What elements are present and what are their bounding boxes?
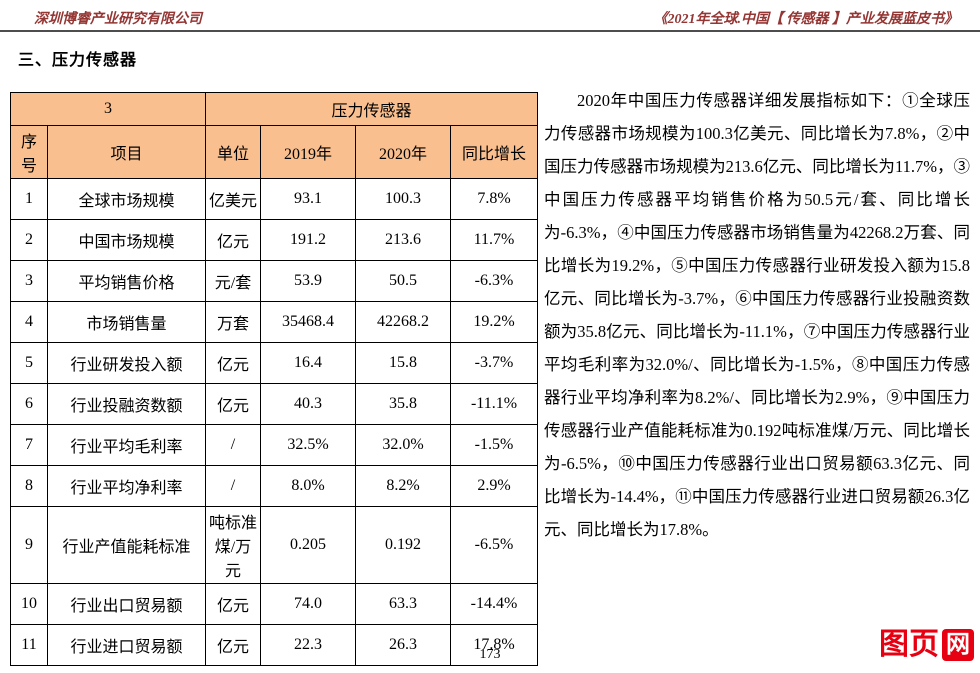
table-cell: 行业出口贸易额 xyxy=(47,583,206,625)
page-header: 深圳博睿产业研究有限公司 《2021年全球.中国【 传感器 】产业发展蓝皮书》 xyxy=(34,8,958,28)
table-cell: 亿元 xyxy=(205,624,261,666)
table-row: 5 行业研发投入额 亿元 16.4 15.8 -3.7% xyxy=(10,342,539,384)
column-header-unit: 单位 xyxy=(205,125,261,179)
table-cell: -1.5% xyxy=(449,424,539,466)
table-cell: 8.2% xyxy=(355,465,451,507)
table-row: 7 行业平均毛利率/32.5% 32.0% -1.5% xyxy=(10,424,539,466)
table-cell: 5 xyxy=(10,342,48,384)
table-cell: 16.4 xyxy=(260,342,356,384)
table-cell: 0.205 xyxy=(260,506,356,584)
watermark-box: 网 xyxy=(942,629,974,661)
section-title: 三、压力传感器 xyxy=(18,52,138,69)
table-cell: 191.2 xyxy=(260,219,356,261)
table-cell: 4 xyxy=(10,301,48,343)
table-cell: 7 xyxy=(10,424,48,466)
table-cell: 0.192 xyxy=(355,506,451,584)
table-row: 1 全球市场规模 亿美元 93.1 100.3 7.8% xyxy=(10,178,539,220)
table-cell: 26.3 xyxy=(355,624,451,666)
table-cell: 35.8 xyxy=(355,383,451,425)
table-cell: 亿元 xyxy=(205,342,261,384)
table-cell: 11 xyxy=(10,624,48,666)
table-cell: 6 xyxy=(10,383,48,425)
table-column-header-row: 序号 项目 单位 2019年 2020年 同比增长 xyxy=(10,125,539,179)
table-group-row: 3 压力传感器 xyxy=(10,92,539,126)
table-cell: 213.6 xyxy=(355,219,451,261)
table-cell: 亿美元 xyxy=(205,178,261,220)
book-title: 《2021年全球.中国【 传感器 】产业发展蓝皮书》 xyxy=(653,12,959,27)
page-number: 173 xyxy=(479,647,501,662)
table-cell: 2 xyxy=(10,219,48,261)
table-cell: 市场销售量 xyxy=(47,301,206,343)
table-cell: 2.9% xyxy=(449,465,539,507)
table-cell: 9 xyxy=(10,506,48,584)
watermark-text: 图页 xyxy=(879,628,939,661)
table-cell: 11.7% xyxy=(449,219,539,261)
table-cell: 行业平均毛利率 xyxy=(47,424,206,466)
table-cell: -3.7% xyxy=(449,342,539,384)
table-cell: / xyxy=(205,465,261,507)
table-cell: 亿元 xyxy=(205,583,261,625)
table-row: 8 行业平均净利率/8.0% 8.2% 2.9% xyxy=(10,465,539,507)
table-cell: 7.8% xyxy=(449,178,539,220)
table-cell: -14.4% xyxy=(449,583,539,625)
table-cell: 74.0 xyxy=(260,583,356,625)
table-cell: 32.0% xyxy=(355,424,451,466)
table-cell: 中国市场规模 xyxy=(47,219,206,261)
body-paragraph: 2020年中国压力传感器详细发展指标如下：①全球压力传感器市场规模为100.3亿… xyxy=(544,91,970,539)
table-cell: -6.3% xyxy=(449,260,539,302)
table-row: 11 行业进口贸易额 亿元 22.3 26.3 17.8% xyxy=(10,624,539,666)
table-row: 4 市场销售量 万套 35468.4 42268.2 19.2% xyxy=(10,301,539,343)
table-cell: 行业平均净利率 xyxy=(47,465,206,507)
table-cell: / xyxy=(205,424,261,466)
table-cell: 10 xyxy=(10,583,48,625)
table-cell: 100.3 xyxy=(355,178,451,220)
table-cell: 行业投融资数额 xyxy=(47,383,206,425)
table-cell: 8.0% xyxy=(260,465,356,507)
table-row: 10 行业出口贸易额 亿元 74.0 63.3 -14.4% xyxy=(10,583,539,625)
table-cell: 行业研发投入额 xyxy=(47,342,206,384)
table-cell: 万套 xyxy=(205,301,261,343)
column-header-2020: 2020年 xyxy=(355,125,451,179)
table-cell: 全球市场规模 xyxy=(47,178,206,220)
table-body: 1 全球市场规模 亿美元 93.1 100.3 7.8% 2 中国市场规模 亿元 191.2 213… xyxy=(10,178,539,666)
table-cell: 19.2% xyxy=(449,301,539,343)
header-divider xyxy=(0,30,980,32)
table-cell: 行业产值能耗标准 xyxy=(47,506,206,584)
table-cell: 32.5% xyxy=(260,424,356,466)
table-group-label: 3 xyxy=(10,92,206,126)
table-cell: 53.9 xyxy=(260,260,356,302)
table-cell: 17.8% xyxy=(449,624,539,666)
table-cell: 元/套 xyxy=(205,260,261,302)
column-header-yoy: 同比增长 xyxy=(449,125,539,179)
table-cell: 42268.2 xyxy=(355,301,451,343)
company-name: 深圳博睿产业研究有限公司 xyxy=(34,12,202,27)
table-cell: 吨标准煤/万元 xyxy=(205,506,261,584)
table-cell: -6.5% xyxy=(449,506,539,584)
table-group-title: 压力传感器 xyxy=(204,92,539,126)
column-header-item: 项目 xyxy=(47,125,206,179)
table-row: 3 平均销售价格 元/套 53.9 50.5 -6.3% xyxy=(10,260,539,302)
table-cell: 3 xyxy=(10,260,48,302)
table-row: 2 中国市场规模 亿元 191.2 213.6 11.7% xyxy=(10,219,539,261)
column-header-2019: 2019年 xyxy=(260,125,356,179)
watermark-logo: 图页 网 xyxy=(879,629,974,661)
table-cell: 22.3 xyxy=(260,624,356,666)
table-cell: 35468.4 xyxy=(260,301,356,343)
table-row: 9 行业产值能耗标准 吨标准煤/万元 0.205 0.192 -6.5% xyxy=(10,506,539,584)
table-cell: 亿元 xyxy=(205,219,261,261)
table-cell: 平均销售价格 xyxy=(47,260,206,302)
column-header-seq: 序号 xyxy=(10,125,48,179)
table-cell: 93.1 xyxy=(260,178,356,220)
table-cell: 40.3 xyxy=(260,383,356,425)
table-cell: 15.8 xyxy=(355,342,451,384)
table-cell: -11.1% xyxy=(449,383,539,425)
table-cell: 1 xyxy=(10,178,48,220)
table-cell: 50.5 xyxy=(355,260,451,302)
table-cell: 亿元 xyxy=(205,383,261,425)
table-cell: 63.3 xyxy=(355,583,451,625)
table-row: 6 行业投融资数额 亿元 40.3 35.8 -11.1% xyxy=(10,383,539,425)
indicator-table: 3 压力传感器 序号 项目 单位 2019年 2020年 同比增长 1 全球市场规… xyxy=(10,92,539,666)
table-cell: 8 xyxy=(10,465,48,507)
